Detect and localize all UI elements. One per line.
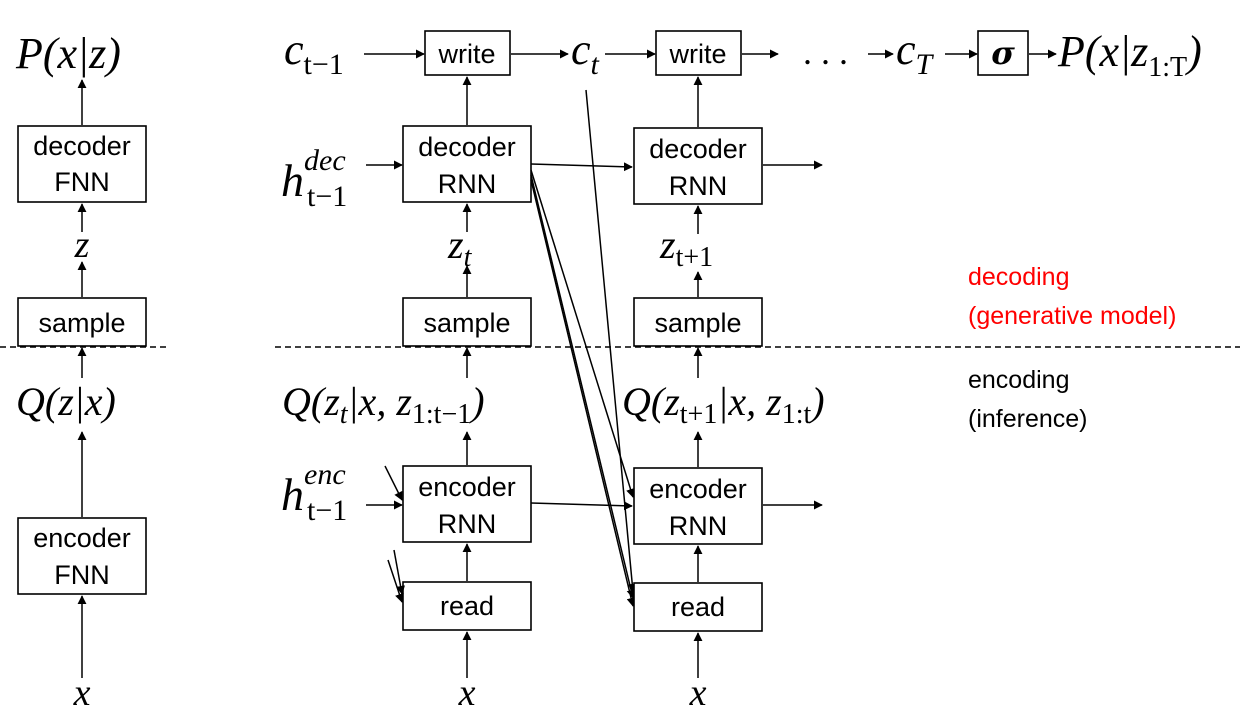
left-sample-box: sample [17, 297, 147, 347]
step-t1-encoder-line2: RNN [669, 511, 728, 541]
encoding-label: encoding (inference) [968, 366, 1088, 433]
edge-decoder-t-to-encoder-t1-a [530, 169, 635, 498]
left-output-text: P(x|z) [15, 29, 121, 78]
step-t-decoder-line1: decoder [418, 132, 516, 162]
left-sample-text: sample [38, 308, 125, 338]
write-box-1: write [424, 30, 511, 76]
step-t1-encoder-box: encoder RNN [633, 467, 763, 545]
step-t-h-enc-prev: henc t−1 [281, 458, 347, 527]
left-decoder-box: decoder FNN [17, 125, 147, 203]
step-t-posterior: Q(zt|x, z1:t−1) [282, 379, 485, 430]
step-t-encoder-box: encoder RNN [402, 465, 532, 543]
step-t1-posterior: Q(zt+1|x, z1:t) [622, 379, 825, 430]
step-t-decoder-box: decoder RNN [402, 125, 532, 203]
canvas-ellipsis: . . . [803, 32, 848, 72]
step-t1-read-text: read [671, 592, 725, 622]
step-t1-read-box: read [633, 582, 763, 632]
canvas-output: P(x|z1:T) [1057, 27, 1202, 83]
left-encoder-box: encoder FNN [17, 517, 147, 595]
step-t1-latent: zt+1 [659, 222, 713, 273]
step-t1-decoder-box: decoder RNN [633, 127, 763, 205]
left-output-label: P(x|z) [15, 29, 121, 78]
step-t1-input: x [689, 672, 707, 714]
step-t1-sample-text: sample [654, 308, 741, 338]
edge-t-henc-to-read-a [387, 559, 404, 603]
left-encoder-line2: FNN [54, 560, 110, 590]
sigma-text: σ [991, 34, 1015, 72]
step-t-sample-box: sample [402, 297, 532, 347]
sigma-box: σ [977, 30, 1029, 76]
edge-ct-to-read-t1 [585, 89, 637, 593]
canvas-c-T: cT [896, 25, 935, 81]
step-t1-decoder-line2: RNN [669, 171, 728, 201]
step-t-encoder-line2: RNN [438, 509, 497, 539]
canvas-c-t: ct [571, 25, 600, 81]
left-decoder-line1: decoder [33, 131, 131, 161]
write-box-2-text: write [668, 39, 726, 69]
step-t-encoder-line1: encoder [418, 472, 516, 502]
write-box-2: write [655, 30, 742, 76]
step-t-read-box: read [402, 581, 532, 631]
canvas-c-prev: ct−1 [284, 25, 344, 81]
left-posterior-label: Q(z|x) [16, 379, 116, 424]
step-t1-sample-box: sample [633, 297, 763, 347]
edge-decoder-t-to-read-t1-b [530, 179, 636, 607]
step-t-decoder-line2: RNN [438, 169, 497, 199]
edge-decoder-t-to-read-t1-a [530, 174, 636, 599]
decoding-label: decoding (generative model) [968, 263, 1176, 330]
left-latent-label: z [74, 224, 90, 266]
left-encoder-line1: encoder [33, 523, 131, 553]
left-input-label: x [73, 672, 91, 714]
edge-t-henc-to-encoder-diag [384, 465, 403, 501]
step-t1-encoder-line1: encoder [649, 474, 747, 504]
edge-t-henc-to-read-b [393, 549, 405, 595]
step-t-sample-text: sample [423, 308, 510, 338]
edge-encoder-t-to-encoder-t1 [530, 501, 633, 511]
step-t1-decoder-line1: decoder [649, 134, 747, 164]
step-t-read-text: read [440, 591, 494, 621]
step-t-latent: zt [447, 222, 473, 273]
step-t-input: x [458, 672, 476, 714]
write-box-1-text: write [437, 39, 495, 69]
left-decoder-line2: FNN [54, 167, 110, 197]
edge-decoder-t-to-decoder-t1 [530, 162, 633, 172]
step-t-h-dec-prev: hdec t−1 [281, 144, 347, 213]
